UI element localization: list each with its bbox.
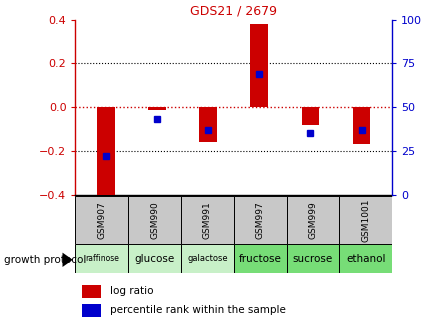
Text: GSM1001: GSM1001 [360,198,369,242]
Bar [128,196,181,244]
Bar [352,107,370,144]
Text: glucose: glucose [134,254,174,264]
Text: raffinose: raffinose [85,254,119,263]
Text: GSM997: GSM997 [255,201,264,239]
Bar [181,196,233,244]
Title: GDS21 / 2679: GDS21 / 2679 [190,4,276,17]
Bar [286,196,339,244]
Bar [82,285,101,298]
Bar [82,304,101,317]
Bar [250,24,268,107]
Bar [128,244,181,273]
Text: sucrose: sucrose [292,254,332,264]
Bar [97,107,115,199]
Bar [338,244,391,273]
Bar [181,244,233,273]
Text: GSM990: GSM990 [150,201,159,239]
Text: galactose: galactose [187,254,227,263]
Bar [233,196,286,244]
Text: fructose: fructose [238,254,281,264]
Text: growth protocol: growth protocol [4,255,86,265]
Text: GSM999: GSM999 [308,201,317,239]
Bar [338,196,391,244]
Text: log ratio: log ratio [110,286,154,296]
Text: percentile rank within the sample: percentile rank within the sample [110,305,286,315]
Text: GSM907: GSM907 [97,201,106,239]
Bar [199,107,217,142]
Text: ethanol: ethanol [345,254,385,264]
Bar [286,244,339,273]
Bar [233,244,286,273]
Bar [301,107,319,125]
Polygon shape [62,253,73,267]
Bar [75,244,128,273]
Bar [75,196,128,244]
Bar [148,107,166,110]
Text: GSM991: GSM991 [203,201,212,239]
